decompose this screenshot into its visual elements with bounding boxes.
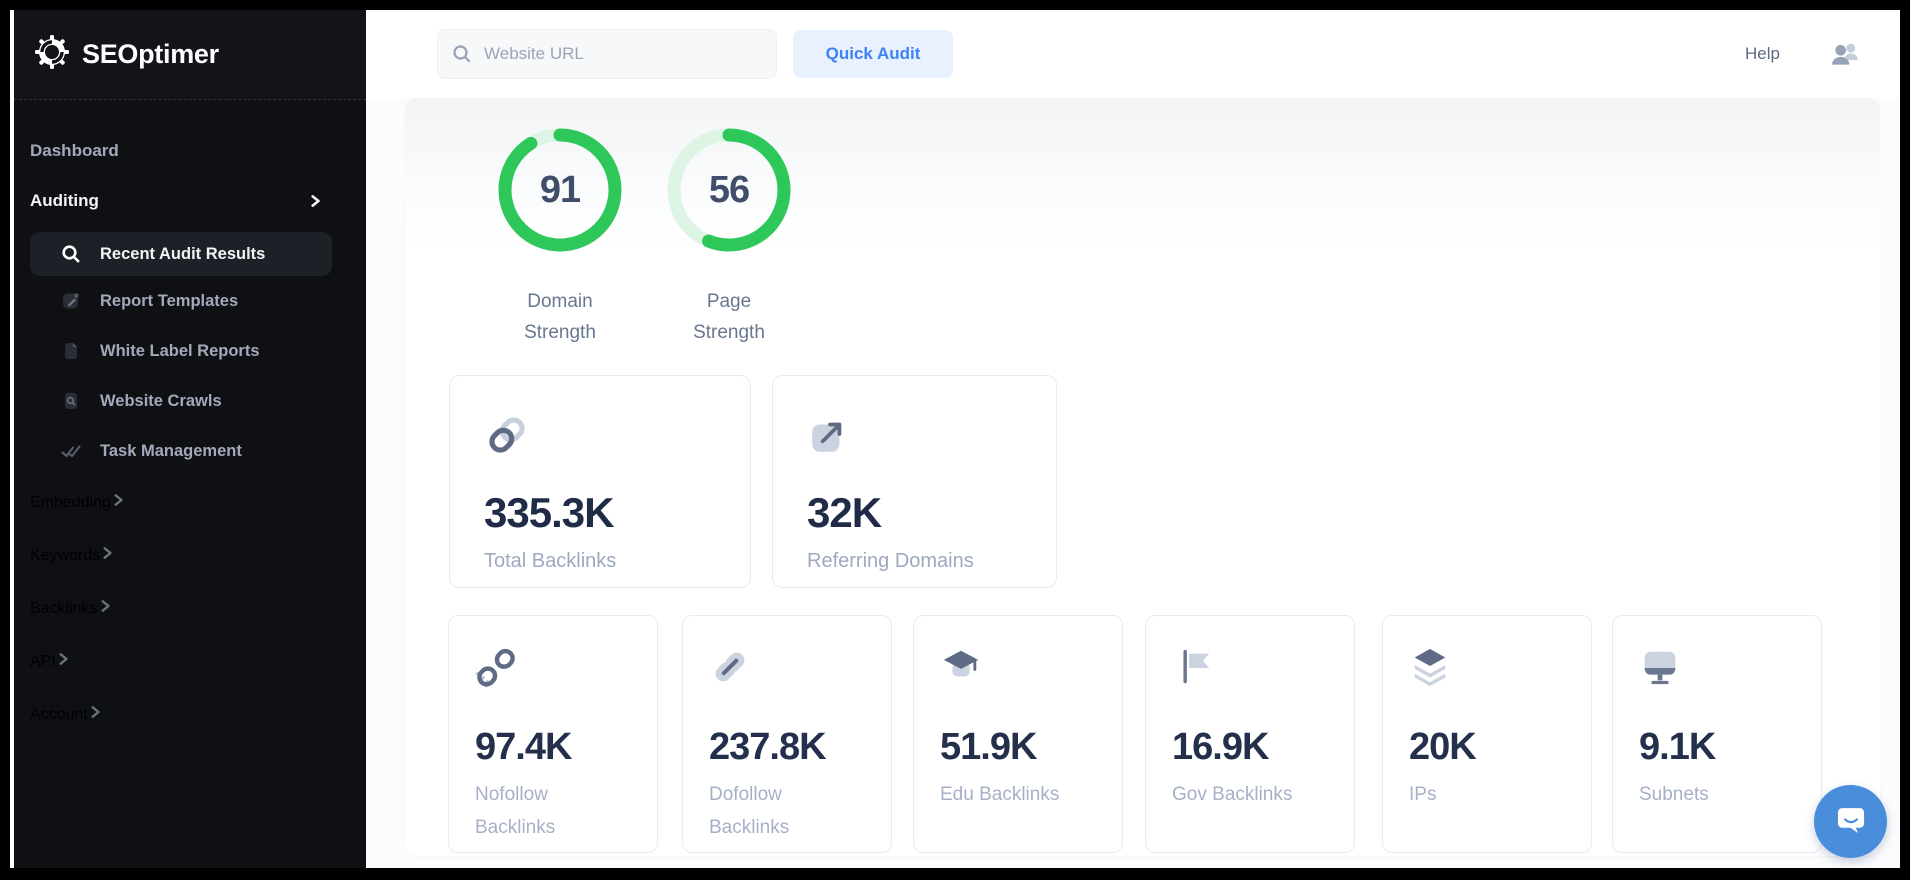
chevron-right-icon	[111, 493, 125, 512]
sidebar-item-api[interactable]: API	[14, 635, 366, 688]
quick-audit-button[interactable]: Quick Audit	[793, 30, 953, 78]
sidebar-item-account[interactable]: Account	[14, 688, 366, 741]
sidebar-item-website-crawls[interactable]: Website Crawls	[14, 376, 366, 426]
dofollow-backlinks-value: 237.8K	[709, 726, 827, 768]
total-backlinks-label: Total Backlinks	[484, 550, 617, 572]
chat-button[interactable]	[1814, 785, 1887, 858]
page-strength-label: Page Strength	[693, 291, 765, 343]
file-search-icon	[60, 390, 82, 412]
sidebar-item-label: Auditing	[30, 191, 99, 210]
edu-backlinks-value: 51.9K	[940, 726, 1037, 768]
subnets-card: 9.1K Subnets	[1612, 615, 1822, 853]
app-logo[interactable]: SEOptimer	[14, 10, 366, 100]
nofollow-backlinks-label: Nofollow Backlinks	[475, 784, 556, 838]
monitor-icon	[1639, 651, 1681, 692]
app-title: SEOptimer	[82, 39, 219, 69]
sidebar: SEOptimer Dashboard Auditing Recent Audi…	[14, 10, 366, 868]
layers-icon	[1409, 648, 1451, 692]
sidebar-item-label: Account	[30, 705, 88, 723]
sidebar-item-label: Dashboard	[30, 141, 119, 160]
dofollow-backlinks-card: 237.8K Dofollow Backlinks	[682, 615, 892, 853]
sidebar-item-label: API	[30, 652, 56, 670]
sidebar-item-white-label-reports[interactable]: White Label Reports	[14, 326, 366, 376]
user-account-icon[interactable]	[1830, 41, 1862, 67]
sidebar-item-auditing[interactable]: Auditing	[14, 176, 366, 226]
sidebar-item-label: Website Crawls	[100, 391, 222, 410]
referring-domains-label: Referring Domains	[807, 550, 974, 572]
referring-domains-value: 32K	[807, 489, 882, 536]
main-content: 91 Domain Strength 56 Page Strength	[366, 98, 1900, 868]
seoptimer-gear-icon	[34, 34, 70, 75]
edu-backlinks-label: Edu Backlinks	[940, 784, 1060, 805]
subnets-value: 9.1K	[1639, 726, 1716, 768]
external-link-icon	[807, 422, 853, 462]
sidebar-item-keywords[interactable]: Keywords	[14, 529, 366, 582]
nofollow-backlinks-card: 97.4K Nofollow Backlinks	[448, 615, 658, 853]
gov-backlinks-card: 16.9K Gov Backlinks	[1145, 615, 1355, 853]
pencil-icon	[60, 290, 82, 312]
sidebar-item-label: Task Management	[100, 441, 242, 460]
domain-strength-label: Domain Strength	[524, 291, 596, 343]
chevron-right-icon	[98, 599, 112, 618]
chevron-right-icon	[308, 194, 322, 208]
search-icon	[60, 243, 82, 265]
sidebar-item-label: Report Templates	[100, 291, 239, 310]
sidebar-item-recent-audit-results[interactable]: Recent Audit Results	[30, 232, 332, 276]
domain-strength-value: 91	[539, 168, 581, 211]
chevron-right-icon	[56, 652, 70, 671]
top-bar: Quick Audit Help	[366, 10, 1900, 98]
ips-card: 20K IPs	[1382, 615, 1592, 853]
website-url-search	[437, 29, 777, 79]
broken-link-icon	[475, 648, 517, 692]
double-check-icon	[60, 440, 82, 462]
search-icon	[451, 43, 473, 70]
sidebar-item-label: White Label Reports	[100, 341, 260, 360]
referring-domains-card: 32K Referring Domains	[772, 375, 1057, 588]
ips-value: 20K	[1409, 726, 1477, 768]
graduation-cap-icon	[940, 650, 982, 692]
sidebar-item-label: Recent Audit Results	[100, 244, 266, 263]
sidebar-item-label: Backlinks	[30, 599, 98, 617]
gov-backlinks-value: 16.9K	[1172, 726, 1269, 768]
total-backlinks-value: 335.3K	[484, 489, 614, 536]
audit-results-panel: 91 Domain Strength 56 Page Strength	[405, 98, 1880, 856]
nofollow-backlinks-value: 97.4K	[475, 726, 572, 768]
domain-strength-gauge: 91	[498, 128, 622, 252]
sidebar-item-label: Keywords	[30, 546, 101, 564]
sidebar-item-dashboard[interactable]: Dashboard	[14, 126, 366, 176]
edu-backlinks-card: 51.9K Edu Backlinks	[913, 615, 1123, 853]
app-window: SEOptimer Dashboard Auditing Recent Audi…	[10, 10, 1900, 868]
help-link[interactable]: Help	[1745, 44, 1780, 63]
sidebar-item-report-templates[interactable]: Report Templates	[14, 276, 366, 326]
chain-link-icon	[484, 417, 530, 462]
dofollow-backlinks-label: Dofollow Backlinks	[709, 784, 790, 838]
page-strength-gauge: 56	[667, 128, 791, 252]
ips-label: IPs	[1409, 784, 1437, 805]
sidebar-item-embedding[interactable]: Embedding	[14, 476, 366, 529]
sidebar-item-label: Embedding	[30, 493, 111, 511]
gov-backlinks-label: Gov Backlinks	[1172, 784, 1293, 805]
chat-bubble-icon	[1832, 801, 1870, 842]
document-icon	[60, 340, 82, 362]
link-bar-icon	[709, 652, 751, 692]
website-url-input[interactable]	[437, 29, 777, 79]
sidebar-item-task-management[interactable]: Task Management	[14, 426, 366, 476]
sidebar-item-backlinks[interactable]: Backlinks	[14, 582, 366, 635]
chevron-right-icon	[100, 546, 114, 565]
flag-icon	[1172, 649, 1214, 692]
chevron-right-icon	[88, 705, 102, 724]
page-strength-value: 56	[708, 168, 750, 211]
subnets-label: Subnets	[1639, 784, 1709, 805]
total-backlinks-card: 335.3K Total Backlinks	[449, 375, 751, 588]
